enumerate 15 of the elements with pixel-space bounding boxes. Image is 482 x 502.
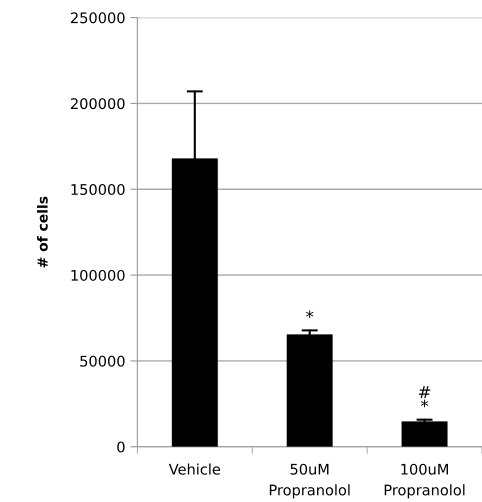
bar: [402, 421, 448, 447]
y-tick-label: 0: [117, 441, 125, 453]
x-tick-label: Vehicle: [168, 463, 220, 475]
y-tick-label: 250000: [70, 12, 125, 24]
y-tick-label: 50000: [80, 356, 125, 367]
y-tick-label: 200000: [70, 98, 125, 110]
y-tick-label: 100000: [71, 270, 125, 281]
annotation: *: [306, 310, 314, 318]
y-axis-title: # of cells: [37, 196, 48, 268]
annotation: #: [418, 386, 430, 398]
bar: [286, 334, 333, 447]
x-tick-label: 50uM Propranolol: [270, 464, 350, 498]
y-tick-label: 150000: [71, 184, 125, 195]
x-tick-label: 100uM Propranolol: [384, 464, 464, 498]
annotation: *: [420, 400, 428, 408]
